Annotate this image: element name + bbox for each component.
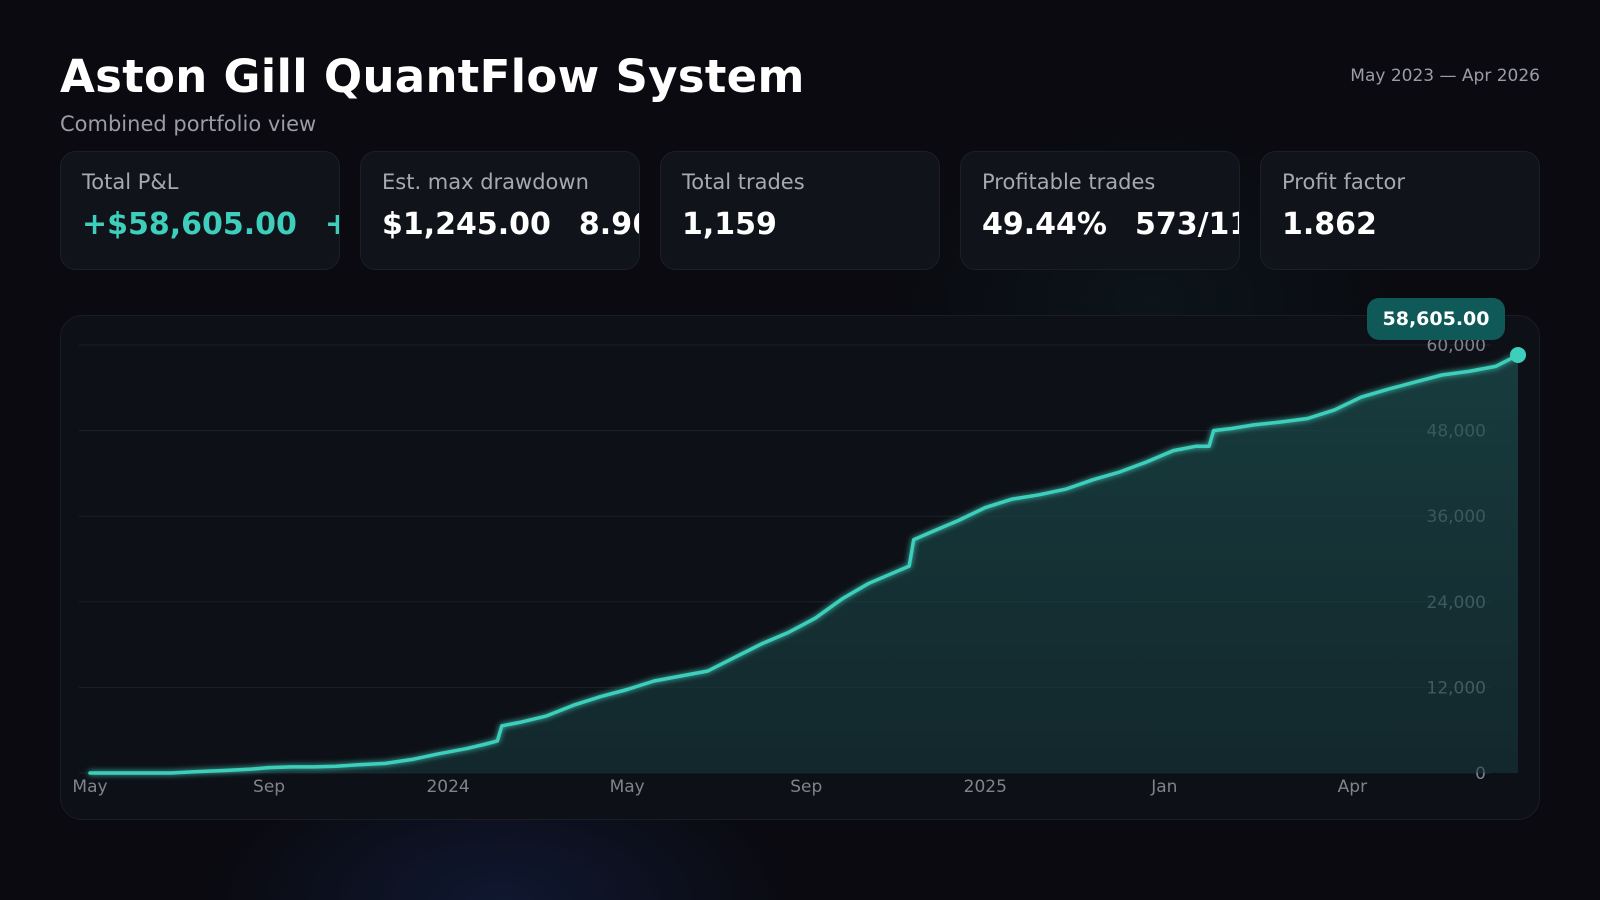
x-tick-label: May [610,777,645,797]
x-tick-label: 2025 [964,777,1007,797]
kpi-value: 49.44% 573/1159 [982,207,1239,242]
kpi-secondary: 8.96% [578,207,639,242]
kpi-primary: $1,245.00 [382,207,551,242]
kpi-primary: +$58,605.00 [82,207,297,242]
last-value-point [1510,346,1526,363]
kpi-value: 1.862 [1282,207,1377,242]
kpi-label: Est. max drawdown [382,170,589,194]
last-value-label: 58,605.00 [1383,308,1490,330]
equity-chart: 012,00024,00036,00048,00060,000MaySep202… [72,297,1526,797]
kpi-card-total-pnl: Total P&L +$58,605.00 +$58,605.00 [60,151,340,270]
date-range: May 2023 — Apr 2026 [1350,66,1540,86]
kpi-primary: 1,159 [682,207,777,242]
kpi-card-profit-factor: Profit factor 1.862 [1260,151,1540,270]
kpi-card-profitable-trades: Profitable trades 49.44% 573/1159 [960,151,1240,270]
y-tick-label: 60,000 [1427,336,1486,356]
kpi-primary: 1.862 [1282,207,1377,242]
equity-chart-card: 012,00024,00036,00048,00060,000MaySep202… [60,297,1540,820]
x-tick-label: 2024 [426,777,469,797]
kpi-value: +$58,605.00 +$58,605.00 [82,207,339,242]
kpi-value: $1,245.00 8.96% [382,207,639,242]
kpi-label: Profitable trades [982,170,1156,194]
kpi-label: Total P&L [82,170,179,194]
kpi-secondary: 573/1159 [1134,207,1239,242]
kpi-value: 1,159 [682,207,777,242]
kpi-label: Profit factor [1282,170,1405,194]
y-tick-label: 0 [1475,764,1486,784]
page-subtitle: Combined portfolio view [60,112,317,136]
x-tick-label: Sep [790,777,822,797]
page-title: Aston Gill QuantFlow System [60,50,805,103]
equity-area [90,355,1518,773]
last-value-badge [1367,297,1505,340]
kpi-card-max-drawdown: Est. max drawdown $1,245.00 8.96% [360,151,640,270]
equity-line [88,353,1520,775]
kpi-card-total-trades: Total trades 1,159 [660,151,940,270]
x-tick-label: May [72,777,107,797]
x-tick-label: Sep [253,777,285,797]
kpi-secondary: +$58,605.00 [325,207,339,242]
x-tick-label: Apr [1338,777,1367,797]
kpi-label: Total trades [682,170,805,194]
kpi-primary: 49.44% [982,207,1107,242]
x-tick-label: Jan [1150,777,1177,797]
